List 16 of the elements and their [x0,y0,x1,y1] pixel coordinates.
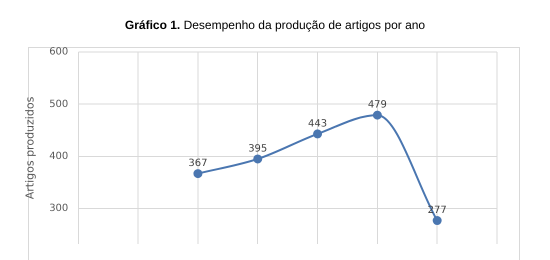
y-tick-label: 400 [49,150,68,162]
y-tick-label: 500 [49,98,68,110]
y-axis-title: Artigos produzidos [23,96,36,200]
data-label: 479 [368,100,387,111]
point [253,154,262,164]
chart-subtitle: Desempenho da produção de artigos por ano [184,18,426,32]
point [372,110,382,120]
data-label: 395 [248,144,268,155]
chart-title: Gráfico 1. [124,18,180,32]
point [432,216,442,226]
y-tick-label: 600 [49,46,68,58]
point [193,169,202,178]
data-label: 443 [308,118,328,130]
y-tick-label: 300 [49,203,68,214]
point [313,129,322,138]
data-label: 367 [188,158,208,170]
